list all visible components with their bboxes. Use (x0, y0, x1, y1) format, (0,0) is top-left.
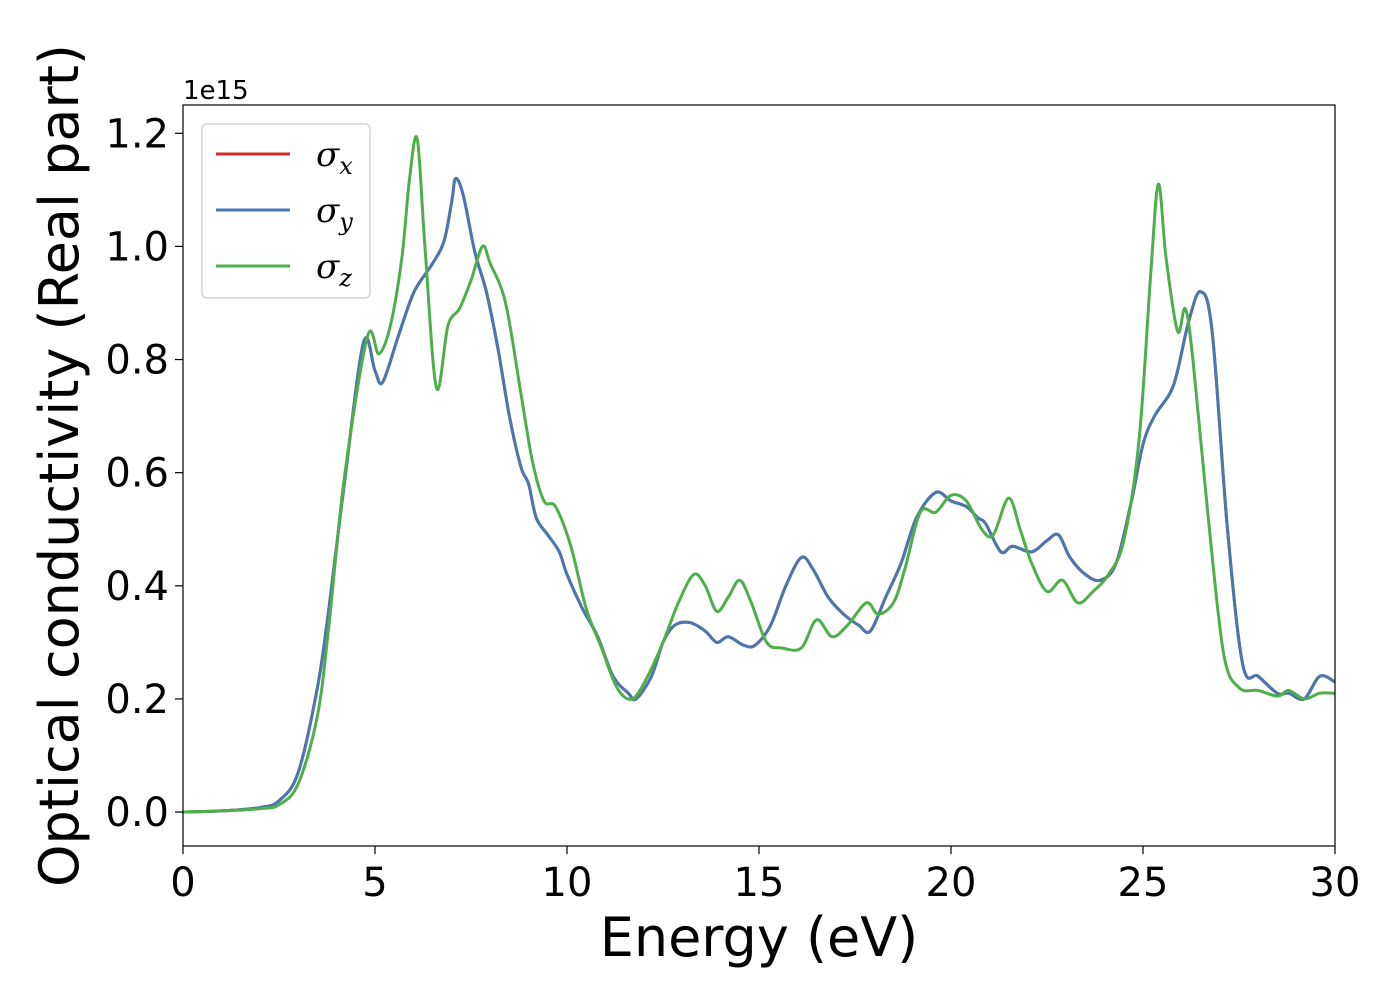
series-layer (183, 135, 1335, 814)
legend-subscript: x (339, 152, 353, 180)
x-axis-title: Energy (eV) (600, 906, 919, 969)
legend-subscript: z (338, 264, 352, 292)
x-tick-label: 20 (926, 860, 977, 906)
x-tick-label: 30 (1310, 860, 1361, 906)
y-tick-label: 0.6 (105, 451, 169, 497)
x-tick-label: 15 (734, 860, 785, 906)
x-tick-label: 0 (170, 860, 195, 906)
y-axis: 0.0 0.2 0.4 0.6 0.8 1.0 1.2 (105, 111, 183, 836)
legend-subscript: y (338, 208, 353, 236)
series-line-y (183, 176, 1335, 814)
legend-label-x: σx (316, 135, 353, 180)
y-tick-label: 0.2 (105, 677, 169, 723)
legend-symbol: σ (316, 135, 340, 175)
y-tick-label: 0.8 (105, 338, 169, 384)
x-tick-label: 25 (1118, 860, 1169, 906)
y-axis-title: Optical conductivity (Real part) (28, 44, 91, 887)
x-axis: 0 5 10 15 20 25 30 (170, 846, 1360, 906)
y-tick-label: 1.2 (105, 111, 169, 157)
legend-label-y: σy (316, 191, 353, 236)
y-tick-label: 0.4 (105, 564, 169, 610)
legend-label-z: σz (316, 247, 352, 292)
y-tick-label: 0.0 (105, 790, 169, 836)
y-offset-label: 1e15 (183, 76, 249, 106)
y-tick-label: 1.0 (105, 224, 169, 270)
x-tick-label: 10 (542, 860, 593, 906)
x-tick-label: 5 (362, 860, 387, 906)
series-line-z (183, 135, 1335, 814)
legend-symbol: σ (316, 247, 340, 287)
legend-symbol: σ (316, 191, 340, 231)
